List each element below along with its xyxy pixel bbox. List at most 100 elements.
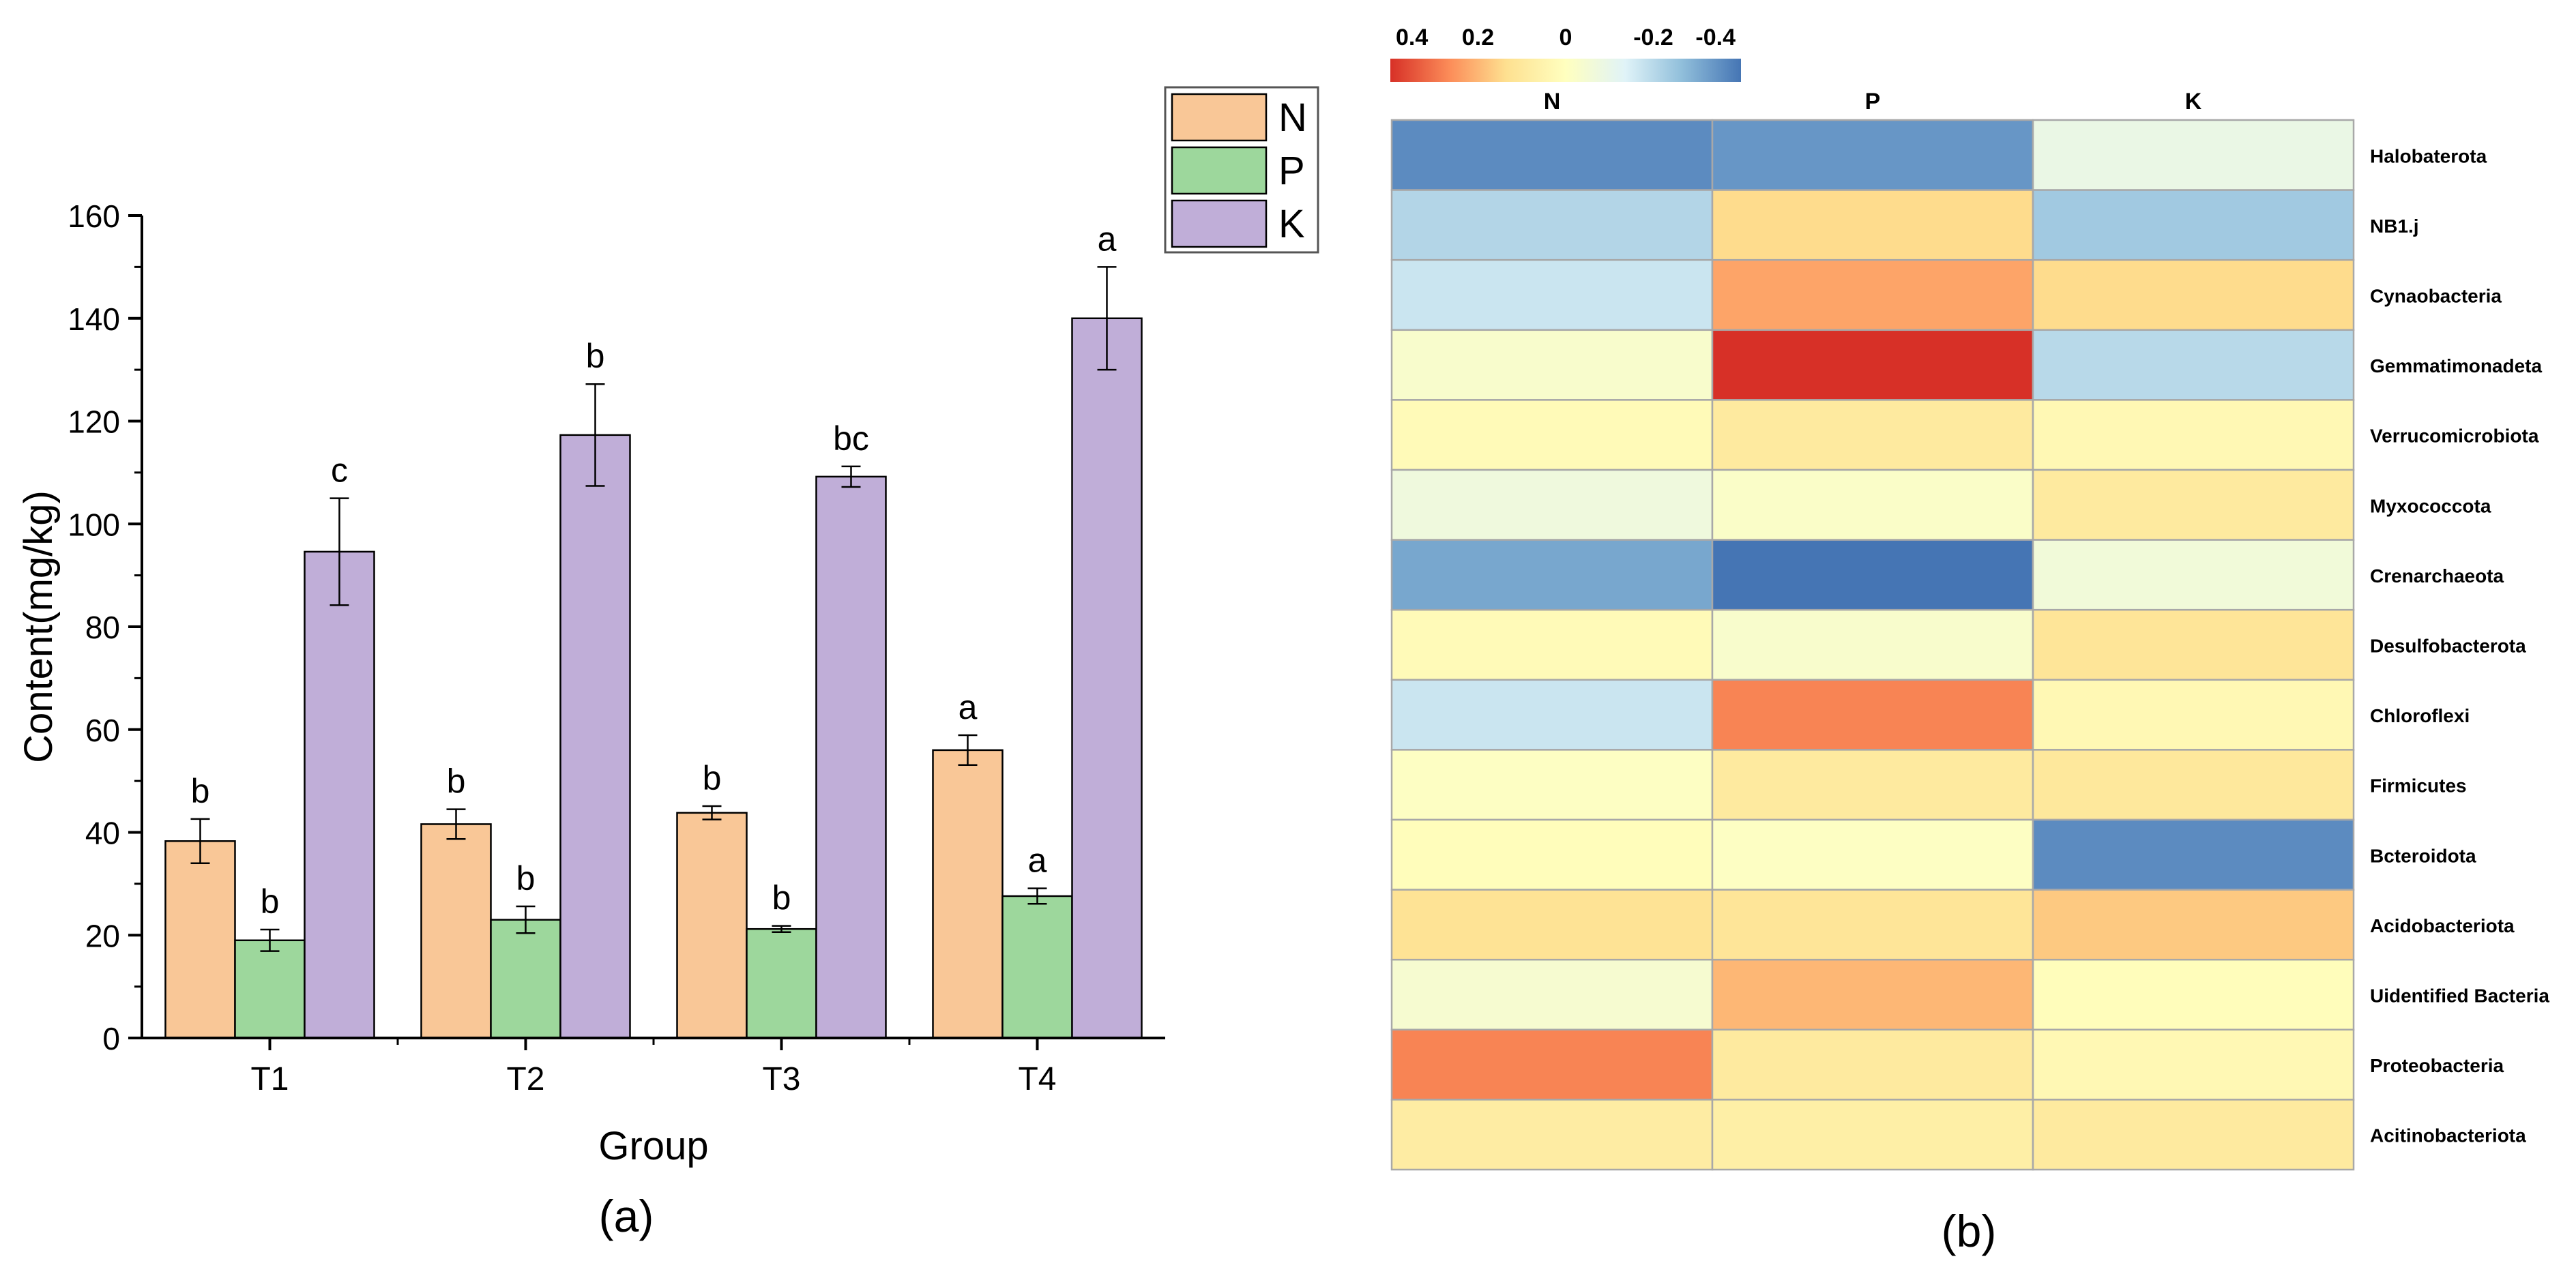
heatmap-cell-K	[2032, 469, 2355, 541]
heatmap-cell-P	[1711, 889, 2034, 961]
bar-P-T2	[490, 919, 561, 1039]
legend-items: NPK	[1171, 93, 1307, 248]
bar-P-T4	[1001, 895, 1073, 1039]
heatmap-cell-K	[2032, 818, 2355, 891]
heatmap-row-label: Verrucomicrobiota	[2370, 426, 2539, 447]
y-axis-label: Content(mg/kg)	[16, 490, 61, 763]
x-ticks-layer: T1 T2 T3 T4	[250, 1038, 1057, 1097]
heatmap-row-label: Acidobacteriota	[2370, 915, 2515, 936]
heatmap-cell-N	[1390, 258, 1714, 331]
heatmap-cell-P	[1711, 119, 2034, 191]
bar-N-T3	[676, 812, 748, 1039]
x-axis-label: Group	[598, 1124, 708, 1168]
colorbar-ticks: 0.4 0.2 0 -0.2 -0.4	[1396, 25, 1736, 50]
heatmap-cell-P	[1711, 189, 2034, 261]
bar-P-T1	[234, 939, 306, 1039]
y-ticks-layer: 0 20 40 60 80 100 120 140 160	[68, 198, 142, 1056]
heatmap-panel: 0.4 0.2 0 -0.2 -0.4 N P K Halobaterota NB1.j Cyn…	[1390, 25, 2549, 1256]
x-tick-label: T2	[506, 1061, 544, 1097]
colorbar	[1390, 59, 1741, 82]
heatmap-cell-N	[1390, 539, 1714, 611]
panel-label-b: (b)	[1942, 1206, 1997, 1256]
panel-label-a: (a)	[599, 1191, 654, 1241]
heatmap-column-header: P	[1865, 89, 1881, 115]
heatmap-cell-P	[1711, 469, 2034, 541]
y-tick-label: 60	[85, 713, 120, 748]
y-tick-label: 80	[85, 610, 120, 645]
significance-letter: a	[958, 688, 978, 726]
significance-letter: b	[261, 882, 280, 921]
heatmap-row-label: Firmicutes	[2370, 775, 2467, 797]
heatmap-cell-K	[2032, 539, 2355, 611]
y-tick-label: 140	[68, 301, 120, 337]
heatmap-cell-K	[2032, 679, 2355, 751]
heatmap-cell-N	[1390, 399, 1714, 471]
heatmap-cells	[1390, 119, 2355, 1171]
bar-N-T1	[164, 840, 236, 1039]
significance-letter: b	[772, 879, 791, 917]
bar-N-T4	[932, 749, 1004, 1039]
heatmap-cell-P	[1711, 608, 2034, 681]
heatmap-cell-K	[2032, 258, 2355, 331]
heatmap-row-label: Halobaterota	[2370, 145, 2487, 166]
y-tick-label: 40	[85, 816, 120, 851]
legend-swatch-N	[1171, 93, 1268, 142]
heatmap-cell-N	[1390, 1028, 1714, 1101]
heatmap-row-labels: Halobaterota NB1.j Cynaobacteria Gemmatimon…	[2370, 145, 2549, 1146]
heatmap-row-label: Proteobacteria	[2370, 1055, 2504, 1076]
heatmap-cell-P	[1711, 958, 2034, 1031]
heatmap-cell-P	[1711, 399, 2034, 471]
heatmap-cell-K	[2032, 189, 2355, 261]
bar-K-T1	[304, 550, 375, 1039]
bar-K-T3	[815, 475, 887, 1039]
heatmap-cell-K	[2032, 399, 2355, 471]
y-tick-label: 0	[102, 1021, 120, 1056]
heatmap-cell-K	[2032, 1099, 2355, 1171]
heatmap-row-label: Cynaobacteria	[2370, 286, 2502, 307]
legend: NPK	[1164, 86, 1319, 254]
y-tick-label: 120	[68, 404, 120, 440]
bar-P-T3	[746, 928, 817, 1039]
legend-swatch-P	[1171, 146, 1268, 195]
heatmap-cell-N	[1390, 749, 1714, 821]
x-tick-label: T4	[1018, 1061, 1056, 1097]
heatmap-row-label: Myxococcota	[2370, 495, 2491, 516]
significance-letter: b	[191, 772, 210, 810]
bars-layer	[164, 317, 1143, 1039]
heatmap-cell-P	[1711, 258, 2034, 331]
heatmap-cell-K	[2032, 958, 2355, 1031]
bar-N-T2	[420, 823, 492, 1039]
bar-K-T4	[1071, 317, 1143, 1039]
y-tick-label: 20	[85, 918, 120, 953]
colorbar-tick-label: 0	[1560, 25, 1572, 50]
significance-letter: b	[586, 337, 605, 375]
heatmap-cell-N	[1390, 818, 1714, 891]
heatmap-column-header: K	[2185, 89, 2202, 115]
significance-letter: a	[1028, 842, 1047, 880]
heatmap-cell-P	[1711, 1028, 2034, 1101]
y-tick-label: 160	[68, 198, 120, 234]
heatmap-cell-P	[1711, 679, 2034, 751]
heatmap-cell-N	[1390, 469, 1714, 541]
heatmap-cell-P	[1711, 1099, 2034, 1171]
heatmap-cell-N	[1390, 958, 1714, 1031]
heatmap-cell-K	[2032, 749, 2355, 821]
colorbar-tick-label: -0.4	[1695, 25, 1736, 50]
heatmap-cell-K	[2032, 119, 2355, 191]
heatmap-row-label: Desulfobacterota	[2370, 636, 2526, 657]
bar-chart-panel: b b b a b b b a c b bc a 0 20 40 60 80 100 120 140 160 T1 T2…	[16, 86, 1319, 1241]
legend-label-K: K	[1278, 202, 1305, 246]
significance-letter: b	[447, 762, 466, 801]
colorbar-tick-label: -0.2	[1633, 25, 1673, 50]
heatmap-cell-N	[1390, 1099, 1714, 1171]
heatmap-cell-N	[1390, 329, 1714, 401]
heatmap-cell-P	[1711, 749, 2034, 821]
heatmap-row-label: Chloroflexi	[2370, 705, 2470, 726]
heatmap-row-label: NB1.j	[2370, 216, 2419, 237]
heatmap-row-label: Gemmatimonadeta	[2370, 355, 2542, 376]
heatmap-row-label: Acitinobacteriota	[2370, 1125, 2526, 1146]
colorbar-tick-label: 0.4	[1396, 25, 1428, 50]
